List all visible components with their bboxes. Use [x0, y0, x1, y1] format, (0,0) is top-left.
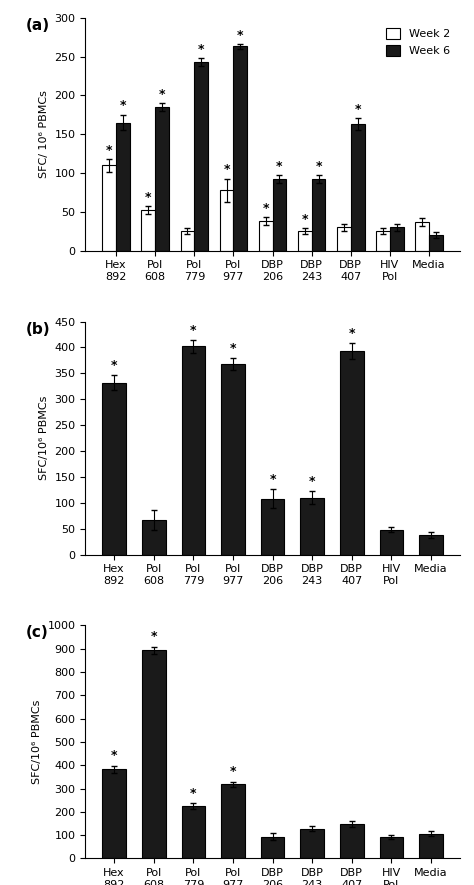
Bar	[102, 382, 126, 555]
Bar	[312, 180, 325, 250]
Text: (a): (a)	[26, 18, 49, 33]
Bar	[261, 498, 284, 555]
Bar	[301, 828, 324, 858]
Text: *: *	[223, 163, 230, 176]
Bar	[182, 806, 205, 858]
Bar	[337, 227, 351, 250]
Text: *: *	[106, 143, 112, 157]
Bar	[298, 231, 312, 250]
Text: *: *	[301, 213, 308, 226]
Text: *: *	[355, 103, 361, 116]
Bar	[415, 222, 429, 250]
Y-axis label: SFC/ 10⁶ PBMCs: SFC/ 10⁶ PBMCs	[39, 90, 49, 178]
Bar	[340, 351, 364, 555]
Bar	[390, 227, 404, 250]
Bar	[141, 211, 155, 250]
Text: *: *	[348, 327, 355, 340]
Text: *: *	[315, 160, 322, 173]
Text: (b): (b)	[26, 321, 50, 336]
Y-axis label: SFC/10⁶ PBMCs: SFC/10⁶ PBMCs	[39, 396, 49, 481]
Bar	[233, 46, 247, 250]
Y-axis label: SFC/10⁶ PBMCs: SFC/10⁶ PBMCs	[32, 700, 42, 784]
Text: *: *	[145, 191, 152, 204]
Bar	[429, 235, 443, 250]
Bar	[273, 180, 286, 250]
Bar	[419, 834, 443, 858]
Bar	[340, 824, 364, 858]
Bar	[261, 837, 284, 858]
Text: *: *	[111, 358, 118, 372]
Text: *: *	[119, 99, 126, 112]
Text: *: *	[150, 630, 157, 643]
Bar	[376, 231, 390, 250]
Bar	[301, 497, 324, 555]
Bar	[220, 190, 233, 250]
Text: *: *	[309, 475, 315, 489]
Text: *: *	[111, 750, 118, 762]
Bar	[380, 837, 403, 858]
Bar	[155, 107, 169, 250]
Bar	[182, 346, 205, 555]
Text: *: *	[230, 765, 236, 778]
Text: *: *	[198, 42, 204, 56]
Text: *: *	[263, 202, 269, 215]
Bar	[142, 650, 165, 858]
Text: (c): (c)	[26, 626, 48, 641]
Text: *: *	[269, 473, 276, 486]
Text: *: *	[190, 324, 197, 337]
Bar	[181, 231, 194, 250]
Bar	[116, 122, 130, 250]
Bar	[102, 165, 116, 250]
Legend: Week 2, Week 6: Week 2, Week 6	[382, 23, 454, 60]
Bar	[221, 784, 245, 858]
Bar	[194, 62, 208, 250]
Bar	[351, 124, 365, 250]
Text: *: *	[276, 160, 283, 173]
Bar	[102, 769, 126, 858]
Text: *: *	[159, 88, 165, 101]
Text: *: *	[230, 342, 236, 355]
Bar	[221, 364, 245, 555]
Bar	[419, 535, 443, 555]
Bar	[259, 221, 273, 250]
Text: *: *	[190, 787, 197, 800]
Bar	[380, 530, 403, 555]
Bar	[142, 519, 165, 555]
Text: *: *	[237, 29, 244, 42]
